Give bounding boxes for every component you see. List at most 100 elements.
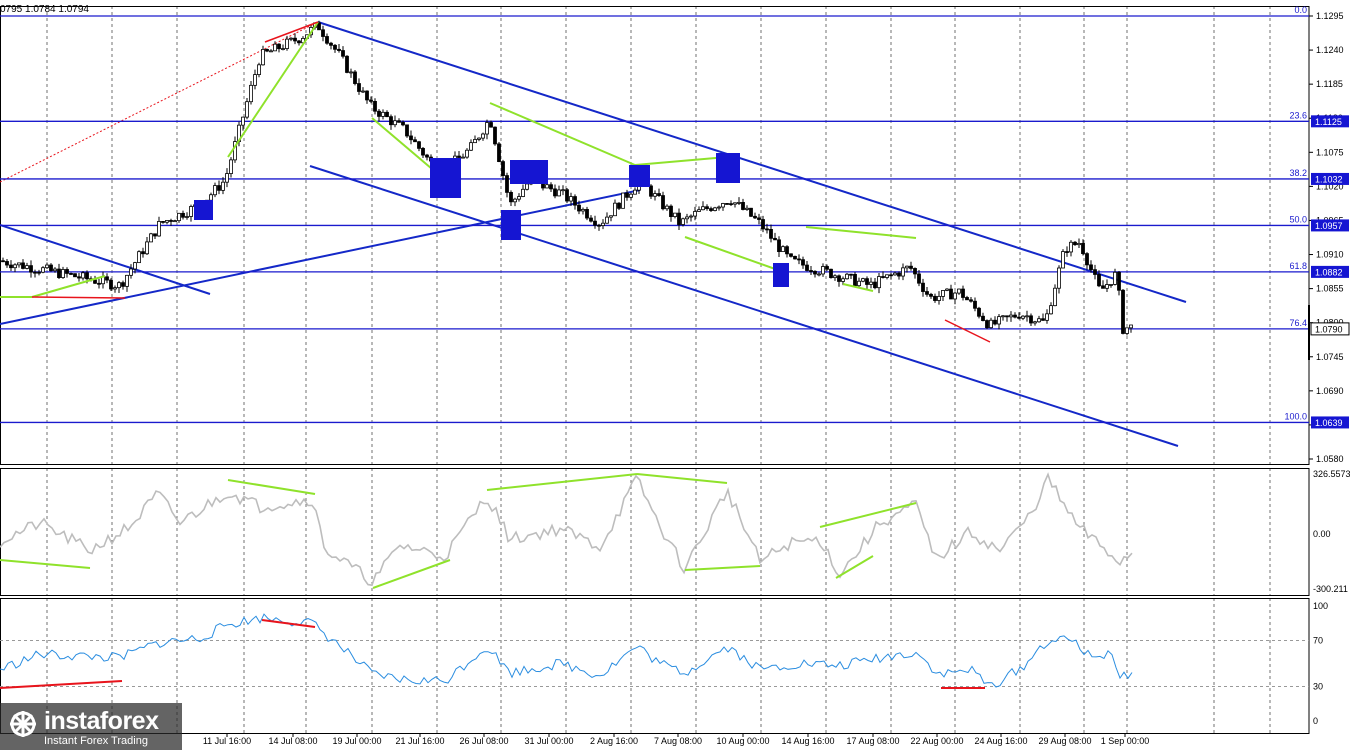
candle-body [397, 120, 401, 123]
candle-body [737, 202, 741, 204]
candle-body [165, 220, 169, 223]
candle-body [377, 110, 381, 117]
candle-body [389, 116, 393, 126]
time-label: 14 Aug 16:00 [781, 736, 834, 746]
candle-body [849, 273, 853, 276]
candle-body [25, 265, 29, 269]
candle-body [877, 276, 881, 289]
candle-body [973, 300, 977, 309]
candle-body [501, 161, 505, 176]
candle-body [277, 43, 281, 50]
candle-body [481, 133, 485, 139]
pattern-marker-0 [194, 200, 213, 220]
candle-body [677, 212, 681, 225]
candle-body [1009, 314, 1013, 318]
candle-body [49, 264, 53, 272]
candle-body [781, 246, 785, 253]
candle-body [1093, 269, 1097, 275]
cci-divergence-2 [372, 559, 451, 589]
candle-body [1129, 324, 1133, 329]
candle-body [125, 274, 129, 287]
channel-line-1 [309, 165, 1179, 447]
channel-line-3 [0, 189, 641, 325]
time-label: 11 Jul 16:00 [203, 736, 251, 746]
price-tick-label: 1.1240 [1316, 45, 1344, 55]
fib-level-label: 76.4 [1289, 318, 1307, 328]
candle-body [609, 215, 613, 218]
cci-axis-min: -300.211 [1313, 584, 1348, 594]
candle-body [889, 274, 893, 277]
candle-body [1077, 242, 1081, 246]
pattern-marker-6 [773, 263, 789, 287]
candle-body [229, 159, 233, 174]
candle-body [841, 278, 845, 282]
candle-body [521, 188, 525, 197]
fib-level-label: 100.0 [1284, 411, 1307, 421]
candle-body [249, 84, 253, 103]
candle-body [413, 139, 417, 143]
candle-body [881, 276, 885, 278]
candle-body [45, 264, 49, 269]
fib-price-box-3 [1311, 265, 1349, 278]
candle-body [465, 149, 469, 158]
candle-body [561, 189, 565, 192]
candle-body [933, 295, 937, 301]
price-divergence-up-8 [842, 283, 874, 292]
candle-body [597, 224, 601, 227]
candle-body [401, 121, 405, 126]
candle-body [813, 270, 817, 275]
fib-trend-line [0, 21, 319, 183]
cci-axis-zero: 0.00 [1313, 529, 1331, 539]
candle-body [977, 307, 981, 317]
time-label: 2 Aug 16:00 [590, 736, 638, 746]
cci-divergence-7 [835, 555, 874, 579]
candle-body [185, 216, 189, 218]
candle-body [1033, 321, 1037, 324]
candle-body [621, 192, 625, 209]
candle-body [1037, 318, 1041, 323]
candle-body [965, 297, 969, 301]
price-divergence-up-6 [684, 236, 779, 271]
candle-body [57, 268, 61, 279]
rsi-divergence-0 [0, 680, 123, 689]
candle-body [385, 111, 389, 118]
candle-body [29, 265, 33, 273]
candle-body [381, 111, 385, 117]
candle-body [929, 293, 933, 297]
candle-body [505, 175, 509, 193]
candle-body [745, 207, 749, 210]
candle-body [317, 22, 321, 31]
candle-body [773, 237, 777, 241]
candle-body [285, 38, 289, 49]
fib-price-label: 1.0957 [1315, 221, 1343, 231]
fib-level-label: 0.0 [1294, 5, 1307, 15]
fib-level-label: 61.8 [1289, 261, 1307, 271]
candle-body [61, 269, 65, 279]
candle-body [649, 185, 653, 197]
channel-line-0 [317, 21, 1187, 303]
candle-body [853, 273, 857, 287]
time-label: 21 Jul 16:00 [395, 736, 444, 746]
candle-body [921, 282, 925, 292]
fib-level-label: 50.0 [1289, 214, 1307, 224]
candle-body [17, 262, 21, 266]
candle-body [81, 272, 85, 279]
time-label: 7 Aug 08:00 [654, 736, 702, 746]
candle-body [509, 192, 513, 203]
candle-body [333, 44, 337, 50]
candle-body [1117, 271, 1121, 291]
cci-divergence-5 [684, 565, 761, 571]
candle-body [337, 48, 341, 51]
candle-body [425, 154, 429, 158]
logo-icon [10, 711, 36, 737]
candle-body [325, 36, 329, 44]
candle-body [761, 219, 765, 230]
candle-body [153, 233, 157, 237]
candle-body [477, 137, 481, 140]
candle-body [1097, 274, 1101, 287]
candle-body [1089, 264, 1093, 271]
candle-body [221, 181, 225, 191]
candle-body [805, 264, 809, 271]
candle-body [941, 290, 945, 297]
